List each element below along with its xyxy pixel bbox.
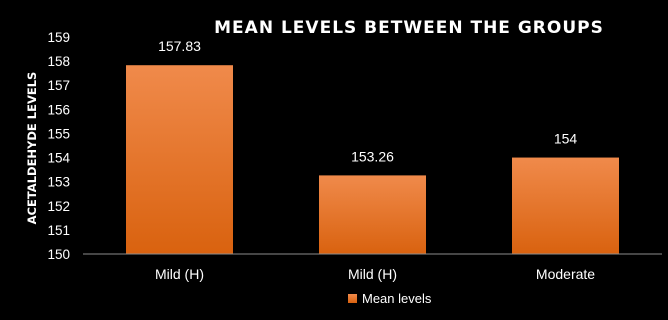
bar [319,175,426,254]
y-tick-label: 152 [47,199,70,214]
y-tick-label: 154 [47,151,70,166]
y-tick-label: 157 [47,78,70,93]
data-labels: 157.83 153.26 154 [158,38,577,164]
y-tick-label: 155 [47,126,70,141]
bar [126,65,233,255]
y-tick-label: 158 [47,54,70,69]
y-tick-label: 151 [47,223,70,238]
data-label: 154 [554,131,578,147]
x-axis-categories: Mild (H) Mild (H) Moderate [155,266,595,282]
x-category-label: Moderate [536,266,595,282]
y-axis-ticks: 150 151 152 153 154 155 156 157 158 159 [47,30,70,262]
x-category-label: Mild (H) [348,266,397,282]
bars [126,65,619,255]
x-category-label: Mild (H) [155,266,204,282]
y-tick-label: 150 [47,247,70,262]
legend: Mean levels [348,291,432,306]
y-tick-label: 159 [47,30,70,45]
bar [512,157,619,254]
y-tick-label: 156 [47,102,70,117]
y-tick-label: 153 [47,175,70,190]
y-axis-label: ACETALDEHYDE LEVELS [25,72,39,225]
data-label: 157.83 [158,38,201,54]
chart-title: MEAN LEVELS BETWEEN THE GROUPS [214,18,604,38]
data-label: 153.26 [351,148,394,164]
legend-label: Mean levels [362,291,432,306]
legend-swatch [348,294,357,303]
